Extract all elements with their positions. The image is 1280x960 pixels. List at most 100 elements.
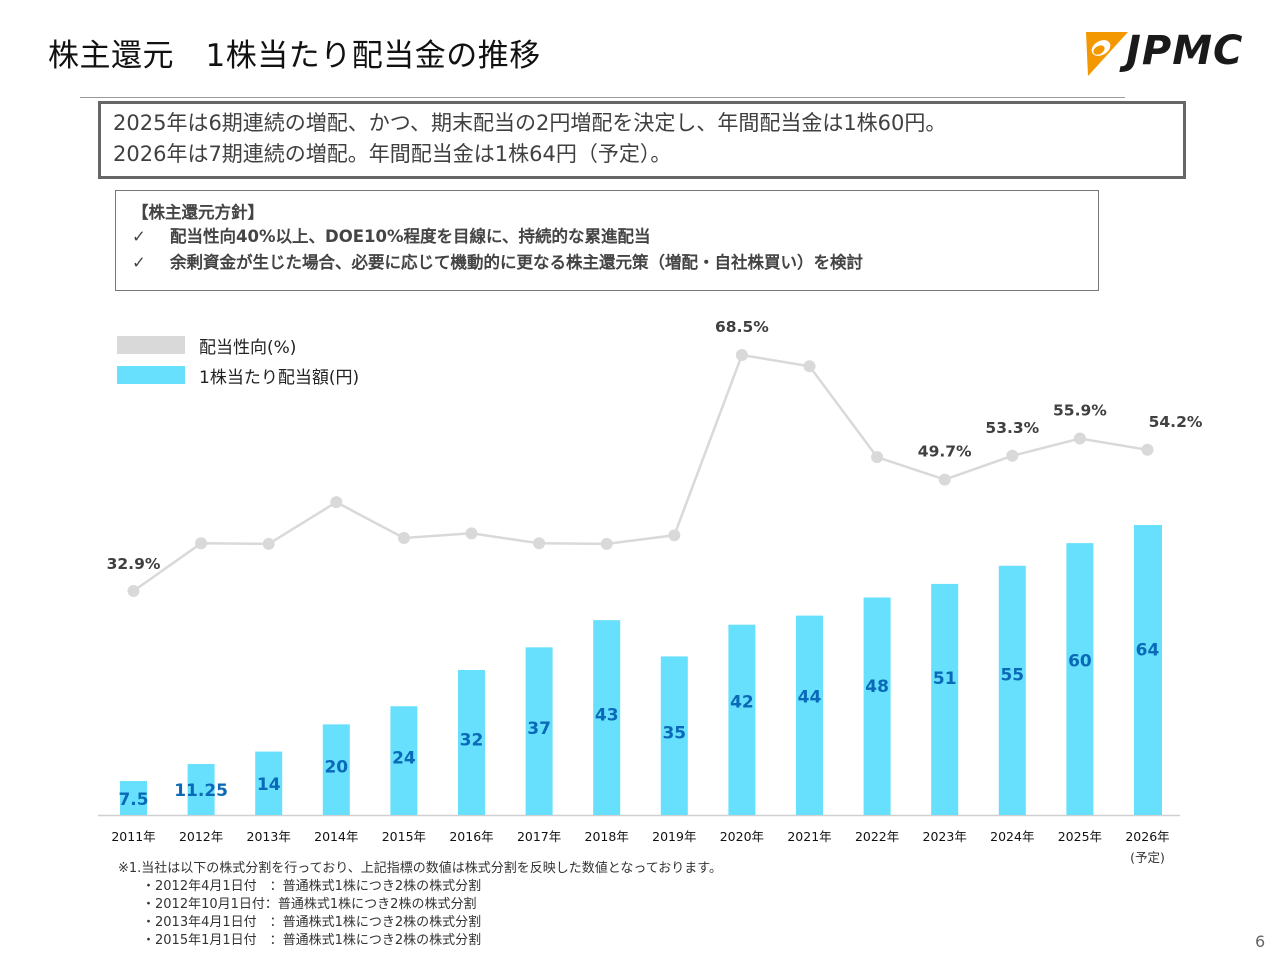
policy-item-text: 配当性向40%以上、DOE10%程度を目線に、持続的な累進配当 [170,227,651,246]
x-tick-sublabel: (予定) [1130,850,1165,865]
x-tick-label: 2018年 [585,829,629,844]
x-tick-label: 2014年 [314,829,358,844]
bar-value-label: 42 [730,693,754,713]
bar-value-label: 43 [595,706,619,726]
x-tick-label: 2022年 [855,829,899,844]
payout-ratio-label: 32.9% [107,555,161,573]
summary-line-1: 2025年は6期連続の増配、かつ、期末配当の2円増配を決定し、年間配当金は1株6… [113,111,947,135]
legend-item-dividend: 1株当たり配当額(円) [117,360,359,390]
bar-dividend-2012年 [187,764,215,815]
payout-ratio-point-2019年 [668,529,681,542]
bar-value-label: 44 [798,687,822,707]
chart-legend: 配当性向(%) 1株当たり配当額(円) [117,330,359,390]
payout-ratio-point-2018年 [600,537,613,550]
payout-ratio-point-2021年 [803,360,816,373]
payout-ratio-point-2022年 [871,451,884,464]
check-icon: ✓ [132,253,146,272]
bar-value-label: 48 [865,677,889,697]
bar-dividend-2020年 [728,624,756,815]
bar-value-label: 37 [527,719,551,739]
payout-ratio-point-2014年 [330,496,343,509]
bar-dividend-2019年 [660,656,688,815]
footnote: ※1.当社は以下の株式分割を行っており、上記指標の数値は株式分割を反映した数値と… [118,860,722,950]
bar-dividend-2013年 [255,751,283,815]
payout-ratio-point-2023年 [938,473,951,486]
logo-text: JPMC [1126,28,1244,74]
payout-ratio-point-2024年 [1006,449,1019,462]
bar-dividend-2016年 [458,670,485,815]
bar-dividend-2015年 [390,706,418,815]
logo-mark-icon [1086,32,1128,76]
bar-value-label: 14 [257,775,281,795]
payout-ratio-label: 49.7% [918,443,972,461]
policy-item: ✓ 余剰資金が生じた場合、必要に応じて機動的に更なる株主還元策（増配・自社株買い… [132,250,1082,276]
footnote-item: ・2012年4月1日付 ：普通株式1株につき2株の株式分割 [142,879,482,894]
bar-value-label: 64 [1136,641,1160,661]
payout-ratio-label: 53.3% [985,419,1039,437]
legend-swatch-payout-ratio [117,336,185,354]
x-tick-label: 2021年 [787,829,831,844]
x-tick-label: 2017年 [517,829,561,844]
bar-value-label: 32 [460,731,484,751]
bar-dividend-2018年 [593,620,621,815]
bar-dividend-2023年 [931,583,959,815]
company-logo: JPMC [1082,26,1257,80]
footnote-item: ・2012年10月1日付：普通株式1株につき2株の株式分割 [142,897,477,912]
page-title: 株主還元 1株当たり配当金の推移 [48,38,541,74]
x-tick-label: 2024年 [990,829,1034,844]
summary-box: 2025年は6期連続の増配、かつ、期末配当の2円増配を決定し、年間配当金は1株6… [98,101,1186,179]
payout-ratio-point-2026年 [1141,443,1154,456]
bar-value-label: 7.5 [118,790,148,810]
payout-ratio-point-2017年 [533,537,546,550]
check-icon: ✓ [132,227,146,246]
x-tick-label: 2015年 [382,829,426,844]
payout-ratio-point-2016年 [465,527,478,540]
payout-ratio-point-2012年 [195,537,208,550]
page-number: 6 [1255,932,1266,951]
bar-value-label: 20 [324,758,348,778]
bar-value-label: 60 [1068,651,1092,671]
payout-ratio-point-2015年 [397,531,410,544]
policy-box: 【株主還元方針】 ✓ 配当性向40%以上、DOE10%程度を目線に、持続的な累進… [115,190,1099,291]
x-tick-label: 2016年 [449,829,493,844]
legend-swatch-dividend [117,366,185,384]
footnote-main: ※1.当社は以下の株式分割を行っており、上記指標の数値は株式分割を反映した数値と… [118,861,723,876]
bar-dividend-2025年 [1066,543,1094,815]
bar-dividend-2014年 [322,724,350,815]
bar-dividend-2017年 [525,647,553,815]
bar-dividend-2026年 [1134,525,1162,815]
bar-dividend-2011年 [120,781,147,815]
x-tick-label: 2011年 [111,829,155,844]
payout-ratio-point-2011年 [127,585,140,597]
payout-ratio-label: 55.9% [1053,402,1107,420]
bar-dividend-2021年 [796,615,823,815]
bar-dividend-2024年 [998,565,1026,815]
legend-item-payout-ratio: 配当性向(%) [117,330,359,360]
x-tick-label: 2019年 [652,829,696,844]
bar-value-label: 35 [662,724,686,744]
bar-value-label: 11.25 [174,781,228,801]
bar-value-label: 51 [933,669,957,689]
bar-dividend-2022年 [863,597,891,815]
payout-ratio-point-2025年 [1073,432,1086,445]
policy-item: ✓ 配当性向40%以上、DOE10%程度を目線に、持続的な累進配当 [132,224,1082,250]
policy-heading: 【株主還元方針】 [132,203,264,222]
legend-label: 1株当たり配当額(円) [199,367,360,388]
x-tick-label: 2026年 [1125,829,1169,844]
bar-value-label: 55 [1000,665,1024,685]
x-tick-label: 2020年 [720,829,764,844]
payout-ratio-label: 54.2% [1149,413,1203,431]
footnote-item: ・2015年1月1日付 ：普通株式1株につき2株の株式分割 [142,933,482,948]
payout-ratio-label: 68.5% [715,318,769,336]
legend-label: 配当性向(%) [199,337,297,358]
footnote-item: ・2013年4月1日付 ：普通株式1株につき2株の株式分割 [142,915,482,930]
x-tick-label: 2013年 [247,829,291,844]
x-tick-label: 2023年 [923,829,967,844]
x-tick-label: 2012年 [179,829,223,844]
payout-ratio-point-2020年 [735,349,748,361]
x-tick-label: 2025年 [1058,829,1102,844]
payout-ratio-line [132,353,1148,593]
title-divider [80,97,1125,98]
summary-line-2: 2026年は7期連続の増配。年間配当金は1株64円（予定）。 [113,142,672,166]
